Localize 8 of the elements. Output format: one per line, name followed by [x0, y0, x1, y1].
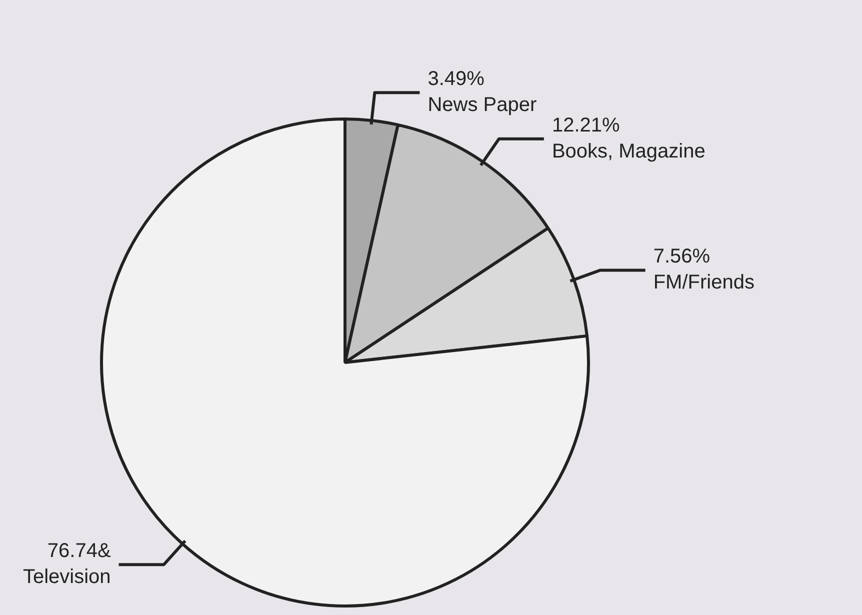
- data-label: 3.49%: [428, 68, 485, 90]
- slice-label: FM/Friends: [653, 272, 754, 294]
- data-label: 7.56%: [653, 246, 710, 268]
- slice-label: Books, Magazine: [552, 140, 706, 162]
- slice-label: News Paper: [428, 94, 537, 116]
- data-label: 12.21%: [552, 114, 620, 136]
- slice-label: Television: [22, 566, 111, 588]
- data-label: 76.74&: [47, 540, 112, 562]
